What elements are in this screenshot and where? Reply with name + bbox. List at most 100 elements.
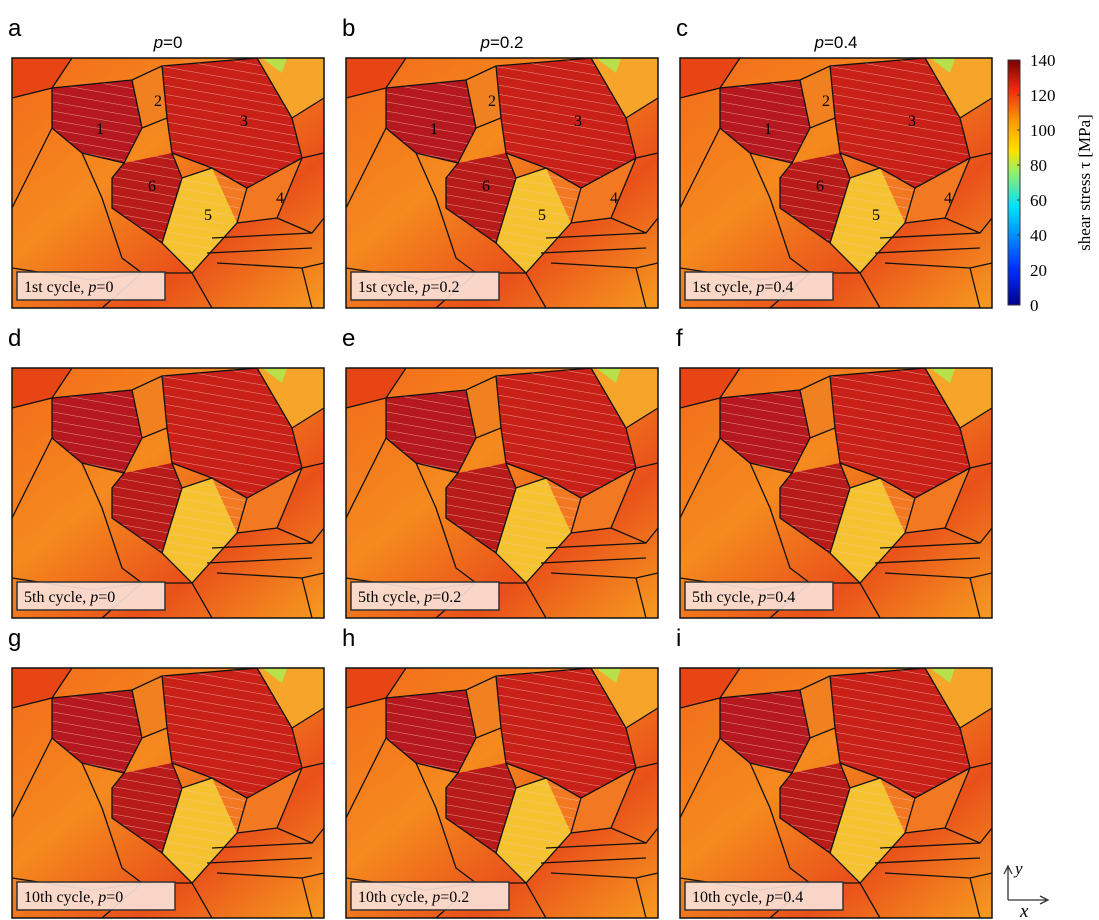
grain-label: 2 <box>154 93 162 110</box>
panel-letter: d <box>8 325 21 352</box>
caption-box <box>350 881 510 911</box>
caption-var: p <box>89 589 98 606</box>
colorbar-tick-label: 0 <box>1030 296 1039 315</box>
colorbar-tick-label: 60 <box>1030 191 1047 210</box>
caption-var: p <box>423 589 432 606</box>
colorbar-tick-label: 100 <box>1030 121 1056 140</box>
caption-value: =0 <box>98 589 115 606</box>
axis-arrow <box>1003 864 1050 905</box>
panel-letter: i <box>676 625 681 652</box>
axis-y-label: y <box>1013 859 1023 878</box>
column-header: p=0.2 <box>479 33 523 52</box>
stress-map <box>11 667 325 919</box>
stress-map <box>679 667 993 919</box>
caption-box <box>16 271 166 301</box>
caption-prefix: 5th cycle, <box>358 589 424 606</box>
stress-map <box>679 57 993 309</box>
header-value: =0.4 <box>824 33 858 52</box>
grain-label: 5 <box>872 207 880 224</box>
panel-letter: f <box>676 325 683 352</box>
caption-prefix: 5th cycle, <box>692 589 758 606</box>
caption-var: p <box>755 279 764 296</box>
panel-caption: 1st cycle, p=0.2 <box>358 279 459 296</box>
grain-label: 4 <box>276 190 284 207</box>
panel-letter: g <box>8 625 21 652</box>
caption-var: p <box>97 889 106 906</box>
grain-label: 2 <box>488 93 496 110</box>
stress-map <box>11 57 325 309</box>
grain-label: 3 <box>908 113 916 130</box>
caption-value: =0 <box>96 279 113 296</box>
stress-map <box>11 367 325 619</box>
colorbar-label: shear stress τ [MPa] <box>1075 114 1094 251</box>
caption-box <box>684 881 844 911</box>
grain-label: 4 <box>610 190 618 207</box>
colorbar <box>1007 59 1021 306</box>
caption-value: =0.2 <box>432 589 461 606</box>
panel-letter: c <box>676 15 688 42</box>
caption-value: =0.2 <box>430 279 459 296</box>
stress-map <box>345 667 659 919</box>
header-value: =0.2 <box>490 33 524 52</box>
header-var: p <box>813 33 823 52</box>
panel-letter: h <box>342 625 355 652</box>
panel-caption: 5th cycle, p=0.4 <box>692 589 795 606</box>
caption-box <box>350 581 500 611</box>
grain-label: 6 <box>816 178 824 195</box>
caption-box <box>684 581 834 611</box>
caption-prefix: 10th cycle, <box>24 889 98 906</box>
stress-map <box>679 367 993 619</box>
panel-caption: 1st cycle, p=0.4 <box>692 279 793 296</box>
caption-value: =0.4 <box>766 589 795 606</box>
caption-value: =0.4 <box>764 279 793 296</box>
caption-prefix: 10th cycle, <box>692 889 766 906</box>
grain-label: 3 <box>574 113 582 130</box>
header-value: =0 <box>163 33 182 52</box>
axis-x-label: x <box>1019 901 1029 920</box>
caption-box <box>350 271 500 301</box>
caption-box <box>684 271 834 301</box>
colorbar-tick-label: 140 <box>1030 51 1056 70</box>
grain-label: 5 <box>204 207 212 224</box>
panel-caption: 5th cycle, p=0 <box>24 589 115 606</box>
caption-value: =0.2 <box>440 889 469 906</box>
panel-caption: 10th cycle, p=0.2 <box>358 889 469 906</box>
grain-label: 1 <box>430 121 438 138</box>
colorbar-tick-label: 20 <box>1030 261 1047 280</box>
caption-value: =0 <box>106 889 123 906</box>
caption-var: p <box>765 889 774 906</box>
caption-box <box>16 881 176 911</box>
column-header: p=0.4 <box>813 33 857 52</box>
panel-letter: b <box>342 15 355 42</box>
caption-value: =0.4 <box>774 889 803 906</box>
caption-prefix: 1st cycle, <box>24 279 88 296</box>
panel-letter: e <box>342 325 355 352</box>
column-header: p=0 <box>153 33 183 52</box>
grain-label: 4 <box>944 190 952 207</box>
caption-prefix: 10th cycle, <box>358 889 432 906</box>
grain-label: 2 <box>822 93 830 110</box>
caption-var: p <box>421 279 430 296</box>
caption-box <box>16 581 166 611</box>
header-var: p <box>153 33 163 52</box>
grain-label: 6 <box>482 178 490 195</box>
colorbar-tick-label: 40 <box>1030 226 1047 245</box>
grain-label: 5 <box>538 207 546 224</box>
stress-map <box>345 367 659 619</box>
grain-label: 6 <box>148 178 156 195</box>
caption-var: p <box>431 889 440 906</box>
caption-prefix: 1st cycle, <box>692 279 756 296</box>
panel-caption: 10th cycle, p=0 <box>24 889 123 906</box>
grain-label: 1 <box>96 121 104 138</box>
caption-var: p <box>87 279 96 296</box>
grain-label: 3 <box>240 113 248 130</box>
stress-map <box>345 57 659 309</box>
panel-caption: 5th cycle, p=0.2 <box>358 589 461 606</box>
colorbar-tick-label: 80 <box>1030 156 1047 175</box>
header-var: p <box>479 33 489 52</box>
panel-letter: a <box>8 15 22 42</box>
colorbar-tick-label: 120 <box>1030 86 1056 105</box>
grain-label: 1 <box>764 121 772 138</box>
caption-var: p <box>757 589 766 606</box>
